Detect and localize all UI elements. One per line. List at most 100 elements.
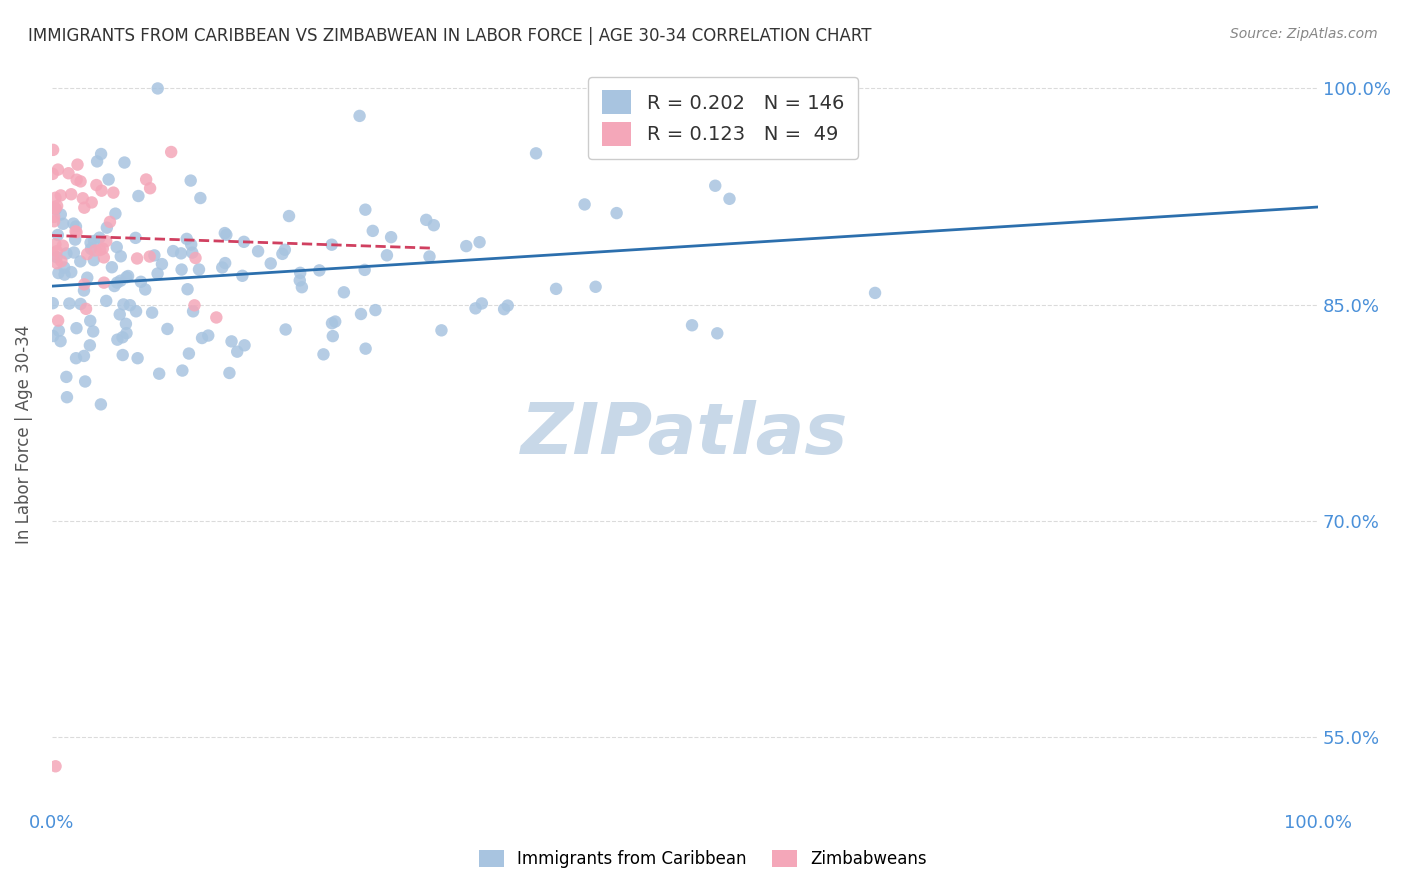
Point bbox=[73, 201, 96, 215]
Point bbox=[321, 237, 343, 252]
Point bbox=[46, 313, 69, 327]
Point bbox=[48, 324, 70, 338]
Point bbox=[148, 367, 170, 381]
Point bbox=[58, 296, 80, 310]
Point bbox=[134, 283, 156, 297]
Point bbox=[191, 331, 214, 345]
Point bbox=[41, 167, 63, 181]
Point bbox=[321, 316, 343, 330]
Point bbox=[524, 146, 547, 161]
Point bbox=[233, 338, 256, 352]
Point bbox=[127, 351, 149, 366]
Point bbox=[354, 342, 377, 356]
Point bbox=[308, 263, 330, 277]
Legend: Immigrants from Caribbean, Zimbabweans: Immigrants from Caribbean, Zimbabweans bbox=[472, 843, 934, 875]
Point bbox=[160, 145, 183, 159]
Point bbox=[129, 275, 152, 289]
Point bbox=[105, 276, 128, 290]
Point bbox=[291, 280, 314, 294]
Point bbox=[89, 230, 111, 244]
Point bbox=[49, 334, 72, 348]
Point bbox=[349, 109, 371, 123]
Point bbox=[86, 154, 108, 169]
Point bbox=[231, 268, 253, 283]
Point bbox=[63, 233, 86, 247]
Point bbox=[44, 237, 66, 252]
Point bbox=[42, 296, 65, 310]
Point bbox=[125, 252, 148, 266]
Point bbox=[44, 191, 66, 205]
Point bbox=[471, 296, 494, 310]
Point bbox=[546, 282, 568, 296]
Point bbox=[180, 173, 202, 187]
Point bbox=[361, 224, 384, 238]
Point bbox=[69, 297, 91, 311]
Point bbox=[111, 330, 134, 344]
Point bbox=[494, 302, 516, 317]
Point bbox=[46, 162, 69, 177]
Point bbox=[76, 247, 98, 261]
Point bbox=[79, 235, 101, 250]
Point bbox=[105, 240, 128, 254]
Point bbox=[353, 263, 375, 277]
Point bbox=[46, 256, 69, 270]
Point bbox=[108, 307, 131, 321]
Point bbox=[176, 282, 198, 296]
Point bbox=[170, 262, 193, 277]
Point bbox=[76, 270, 98, 285]
Point bbox=[66, 158, 89, 172]
Point bbox=[141, 305, 163, 319]
Point bbox=[79, 314, 101, 328]
Point bbox=[90, 147, 112, 161]
Point bbox=[75, 301, 97, 316]
Point bbox=[364, 303, 387, 318]
Point bbox=[312, 347, 335, 361]
Point bbox=[46, 227, 69, 242]
Point bbox=[83, 253, 105, 268]
Point bbox=[45, 202, 67, 217]
Point bbox=[156, 322, 179, 336]
Point bbox=[65, 224, 87, 238]
Y-axis label: In Labor Force | Age 30-34: In Labor Force | Age 30-34 bbox=[15, 325, 32, 544]
Point bbox=[274, 322, 297, 336]
Point bbox=[46, 199, 69, 213]
Point bbox=[101, 260, 124, 275]
Point bbox=[606, 206, 628, 220]
Point bbox=[52, 217, 75, 231]
Point bbox=[45, 759, 67, 773]
Point bbox=[322, 329, 344, 343]
Point bbox=[91, 242, 114, 256]
Point bbox=[62, 217, 84, 231]
Point bbox=[65, 351, 87, 366]
Point bbox=[66, 172, 89, 186]
Point bbox=[706, 326, 728, 341]
Point bbox=[53, 268, 76, 282]
Point bbox=[380, 230, 402, 244]
Point bbox=[58, 166, 80, 180]
Point bbox=[42, 246, 65, 260]
Point bbox=[464, 301, 486, 316]
Point bbox=[73, 284, 96, 298]
Point bbox=[143, 248, 166, 262]
Point bbox=[69, 174, 91, 188]
Point bbox=[271, 247, 294, 261]
Point bbox=[124, 231, 146, 245]
Point bbox=[183, 298, 205, 312]
Point bbox=[162, 244, 184, 258]
Point bbox=[111, 348, 134, 362]
Point bbox=[184, 251, 207, 265]
Point bbox=[430, 323, 453, 337]
Point bbox=[114, 155, 136, 169]
Point bbox=[72, 191, 94, 205]
Legend: R = 0.202   N = 146, R = 0.123   N =  49: R = 0.202 N = 146, R = 0.123 N = 49 bbox=[588, 77, 858, 160]
Point bbox=[260, 256, 283, 270]
Point bbox=[60, 265, 83, 279]
Point bbox=[127, 189, 149, 203]
Point bbox=[214, 256, 236, 270]
Point bbox=[354, 202, 377, 217]
Point bbox=[80, 242, 103, 256]
Point bbox=[350, 307, 373, 321]
Point bbox=[69, 254, 91, 268]
Point bbox=[44, 210, 66, 224]
Point bbox=[138, 250, 160, 264]
